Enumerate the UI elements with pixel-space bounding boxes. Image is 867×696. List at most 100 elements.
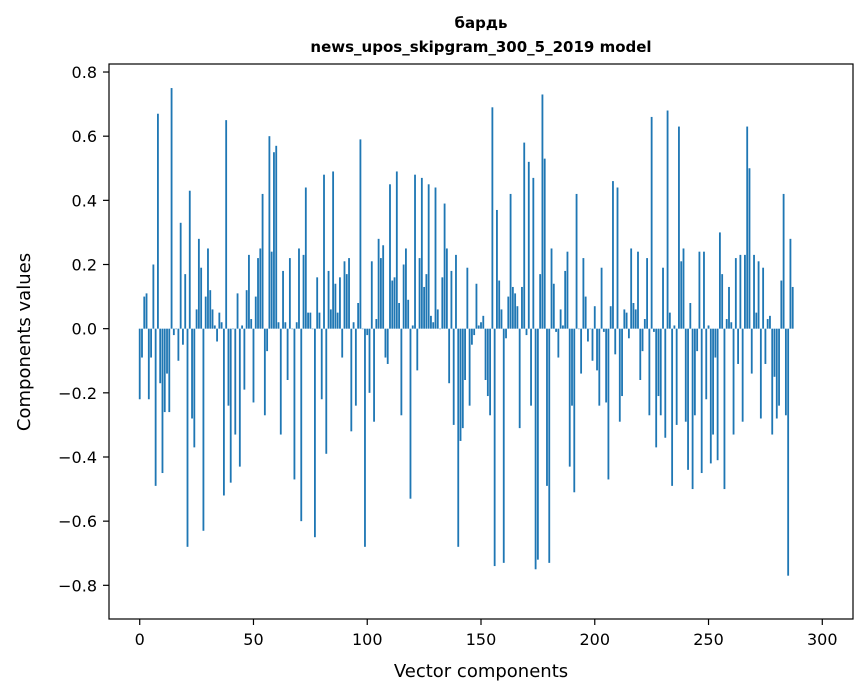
bar [653,328,655,332]
bar [359,139,362,329]
bar [546,328,548,486]
bar [193,328,196,448]
bar [498,280,501,329]
bar [530,328,532,406]
bar [500,309,503,329]
bar [759,328,762,419]
y-tick-label: −0.6 [58,512,97,531]
bar [728,286,730,329]
bar [300,328,303,522]
y-axis-label: Components values [14,253,35,431]
bar [616,187,619,329]
bar [746,126,749,329]
bar [523,142,526,329]
bar [439,328,441,330]
bar [293,328,296,480]
bar [154,328,157,486]
bar [318,312,321,329]
bar [477,325,480,329]
bar [143,296,146,329]
bar [696,328,699,352]
bar [172,328,175,336]
bar [168,328,171,413]
bar [464,328,466,380]
bar [532,177,535,329]
bar [648,328,651,416]
bar [227,328,230,406]
bar [591,328,594,361]
y-tick-label: 0.4 [72,191,97,210]
bar [175,328,178,330]
bar [418,258,421,329]
bar [689,303,692,329]
bar [229,328,232,483]
bar [259,248,262,329]
bar [407,299,410,329]
bar [188,190,191,329]
bar [514,293,517,329]
bar [291,328,294,330]
x-tick-label: 200 [579,630,610,649]
bar [393,277,396,329]
bar [141,328,143,358]
bar [366,328,369,336]
bar [639,328,642,380]
bar [668,312,671,329]
bar [505,328,507,339]
bar [163,328,166,413]
bar [241,325,244,329]
bar [536,328,539,560]
bar [703,251,705,329]
bar [277,322,280,329]
bar [550,248,553,329]
bar [630,248,633,329]
bar [186,328,189,547]
bar [589,328,592,330]
bar [466,267,469,329]
bar [787,328,790,576]
bar [434,187,437,329]
bar [416,328,419,371]
bar [138,328,141,400]
bar [273,152,275,329]
bar [555,328,557,332]
bar [609,306,612,329]
bar [773,328,776,377]
bar [596,328,598,371]
bar [270,251,273,329]
bar [379,258,382,329]
bar [473,328,476,336]
bar [527,161,530,329]
bar [739,254,742,329]
bar [780,280,783,329]
bar [147,328,150,400]
bar [452,328,455,425]
bar [197,238,200,329]
bar [518,328,521,429]
bars-group [138,88,794,576]
bar [571,328,573,406]
bar [744,254,746,329]
bar [179,222,182,329]
bar [516,306,519,329]
bar [398,303,400,329]
bar [157,113,159,329]
y-tick-label: −0.2 [58,384,97,403]
bar [673,325,676,329]
bar [552,283,555,329]
bar [402,264,405,329]
bar [329,309,332,329]
bar [409,328,412,499]
bar [534,328,537,570]
bar [279,328,282,435]
bar [723,328,726,490]
bar [423,286,426,329]
bar [266,328,269,352]
bar [791,286,794,329]
bar [325,328,328,454]
bar [177,328,180,361]
y-tick-label: 0.6 [72,127,97,146]
bar [311,328,314,330]
bar [698,251,701,329]
x-tick-label: 50 [243,630,263,649]
